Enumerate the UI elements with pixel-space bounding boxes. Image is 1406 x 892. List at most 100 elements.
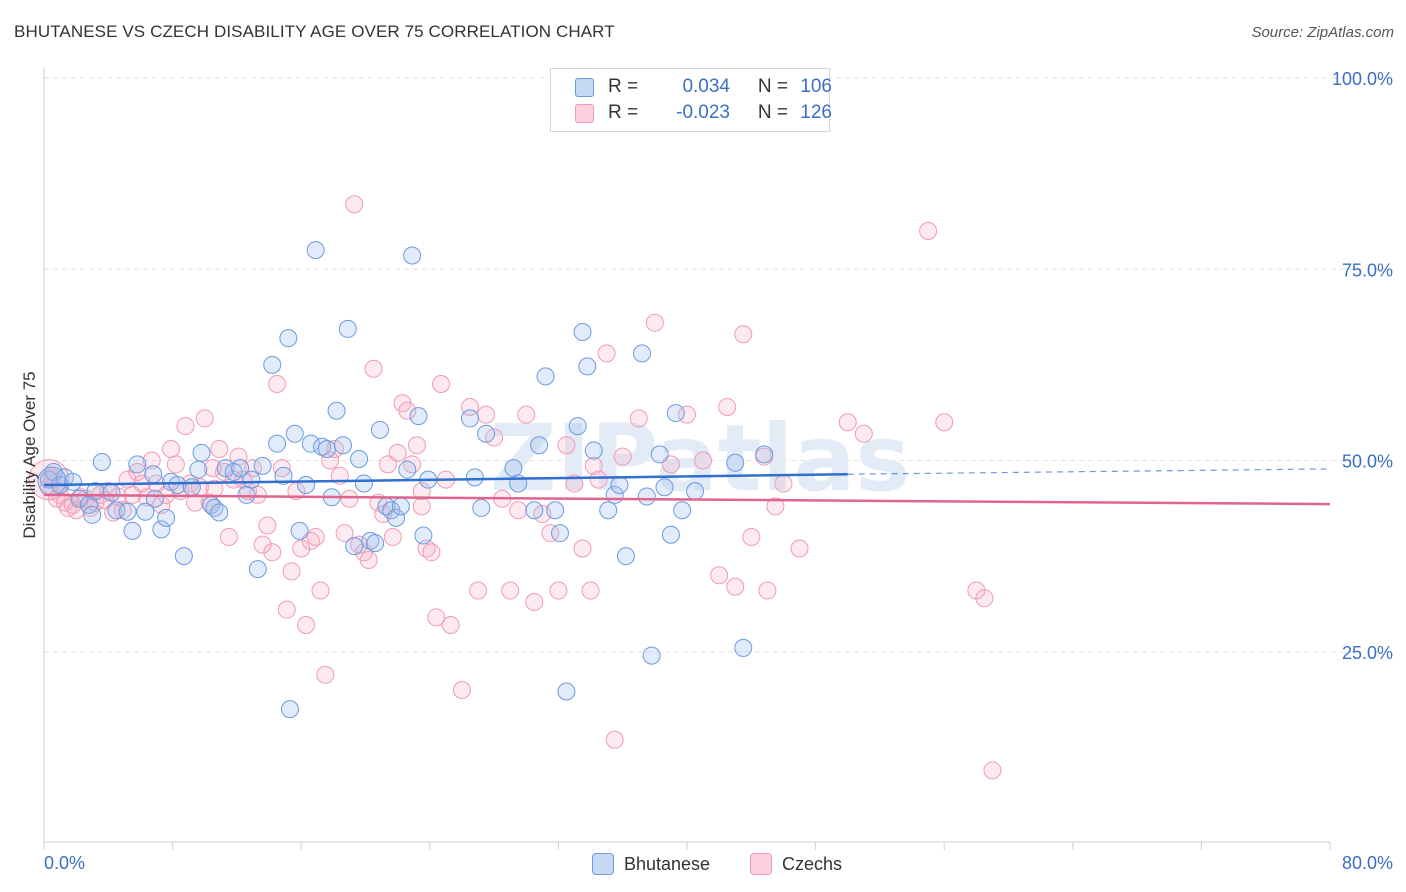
czechs-point xyxy=(398,401,417,420)
bhutanese-point xyxy=(350,449,369,468)
bhutanese-point xyxy=(63,472,82,491)
czechs-point xyxy=(838,413,857,432)
bottom-legend-bhutanese: Bhutanese xyxy=(592,852,710,876)
bhutanese-point xyxy=(409,407,428,426)
bhutanese-point xyxy=(263,355,282,374)
bhutanese-point xyxy=(338,319,357,338)
czechs-point xyxy=(297,615,316,634)
bhutanese-point xyxy=(530,436,549,455)
czechs-point xyxy=(359,550,378,569)
czechs-point xyxy=(128,462,147,481)
legend-row-bhutanese: R = 0.034 N = 106 xyxy=(575,75,832,99)
czechs-point xyxy=(176,417,195,436)
bhutanese-point xyxy=(414,526,433,545)
bhutanese-point xyxy=(599,501,618,520)
bhutanese-point xyxy=(313,437,332,456)
bhutanese-point xyxy=(546,501,565,520)
bhutanese-point xyxy=(107,501,126,520)
grid-lines xyxy=(44,77,1392,653)
bhutanese-legend-label: Bhutanese xyxy=(624,853,711,874)
czechs-point xyxy=(726,577,745,596)
r-value: 0.034 xyxy=(682,76,730,97)
czechs-point xyxy=(517,405,536,424)
czechs-trend-line xyxy=(43,493,1331,506)
bhutanese-swatch xyxy=(575,77,594,97)
bhutanese-point xyxy=(755,445,774,464)
bhutanese-point xyxy=(102,483,121,502)
bhutanese-point xyxy=(345,537,364,556)
bhutanese-point xyxy=(279,329,298,348)
bhutanese-point xyxy=(726,453,745,472)
bhutanese-point xyxy=(354,474,373,493)
czechs-point xyxy=(403,455,422,474)
czechs-point xyxy=(584,456,603,475)
legend-row-czechs: R = -0.023 N = 126 xyxy=(575,101,832,125)
bhutanese-point xyxy=(361,531,380,550)
czechs-point xyxy=(581,581,600,600)
bhutanese-point xyxy=(632,344,651,363)
bhutanese-point xyxy=(557,682,576,701)
x-tick-label: 0.0% xyxy=(44,853,85,873)
bhutanese-point xyxy=(290,521,309,540)
czechs-legend-label: Czechs xyxy=(782,853,843,874)
bhutanese-point xyxy=(551,524,570,543)
bhutanese-point xyxy=(391,497,410,516)
czechs-point xyxy=(919,222,938,240)
bhutanese-point xyxy=(333,436,352,455)
czechs-point xyxy=(509,501,528,520)
czechs-point xyxy=(983,761,1002,780)
trend-lines xyxy=(43,468,1331,506)
bhutanese-trend-line xyxy=(43,473,848,487)
czechs-point xyxy=(452,681,471,699)
bhutanese-point xyxy=(157,508,176,527)
czechs-point xyxy=(282,562,301,581)
czechs-point xyxy=(678,405,696,424)
czechs-point xyxy=(166,455,185,474)
czechs-point xyxy=(790,539,809,558)
czechs-point xyxy=(774,474,793,493)
czechs-point xyxy=(253,535,272,554)
bhutanese-point xyxy=(578,357,597,376)
bhutanese-point xyxy=(661,525,680,544)
czechs-cluster-point xyxy=(28,459,70,501)
czechs-point xyxy=(742,528,761,546)
bhutanese-point xyxy=(584,441,603,460)
czechs-point xyxy=(210,440,229,459)
czechs-point xyxy=(268,375,287,393)
bhutanese-point xyxy=(573,322,592,341)
bhutanese-legend-swatch xyxy=(592,853,614,875)
czechs-point xyxy=(525,593,544,612)
czechs-point xyxy=(219,528,238,546)
bhutanese-point xyxy=(370,420,389,439)
czechs-point xyxy=(263,543,282,562)
czechs-swatch xyxy=(575,103,594,123)
r-value: -0.023 xyxy=(676,102,730,123)
bhutanese-point xyxy=(152,520,171,539)
bottom-legend-czechs: Czechs xyxy=(750,852,842,876)
bhutanese-point xyxy=(525,501,544,520)
chart-title: BHUTANESE VS CZECH DISABILITY AGE OVER 7… xyxy=(14,22,615,41)
bhutanese-point xyxy=(168,475,187,494)
bhutanese-point xyxy=(145,489,164,508)
bhutanese-point xyxy=(174,547,193,566)
bhutanese-point xyxy=(387,508,406,527)
bhutanese-point xyxy=(83,505,102,524)
czechs-point xyxy=(718,397,737,416)
czechs-point xyxy=(477,405,496,424)
czechs-point xyxy=(694,451,713,470)
czechs-point xyxy=(629,409,648,428)
r-label: R = xyxy=(608,76,639,97)
x-tick-label: 80.0% xyxy=(1342,853,1393,873)
bhutanese-point xyxy=(366,534,385,553)
bhutanese-point xyxy=(248,560,267,579)
czechs-point xyxy=(388,443,407,462)
czechs-point xyxy=(557,436,576,455)
bhutanese-point xyxy=(253,456,272,475)
bhutanese-point xyxy=(192,443,211,462)
tick-labels: 25.0% 50.0% 75.0% 100.0% 0.0% 80.0% xyxy=(44,69,1393,873)
correlation-legend: R = 0.034 N = 106 R = -0.023 N = 126 xyxy=(550,68,832,132)
czechs-point xyxy=(441,615,460,634)
czechs-point xyxy=(541,524,560,543)
czechs-point xyxy=(316,665,335,684)
